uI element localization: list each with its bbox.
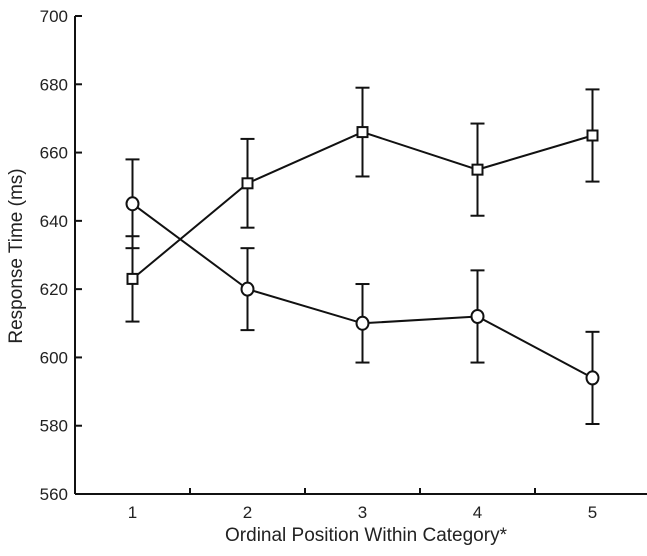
y-tick-label: 580 (40, 417, 68, 436)
y-tick-label: 600 (40, 348, 68, 367)
y-tick-label: 640 (40, 212, 68, 231)
x-tick-label: 5 (588, 503, 597, 522)
circle-marker (470, 308, 485, 324)
circle-marker (585, 370, 600, 386)
y-tick-label: 700 (40, 7, 68, 26)
square-marker (471, 163, 484, 176)
y-axis: 560 580 600 620 640 660 680 700 (40, 7, 82, 504)
y-axis-title: Response Time (ms) (6, 168, 27, 343)
circle-marker (355, 315, 370, 331)
x-tick-label: 1 (128, 503, 137, 522)
circle-marker (125, 196, 140, 212)
series-circle (125, 158, 600, 426)
square-marker (586, 129, 599, 142)
series-layer (125, 86, 600, 426)
y-tick-label: 680 (40, 75, 68, 94)
circle-marker (240, 281, 255, 297)
square-marker (126, 272, 139, 285)
x-tick-label: 2 (243, 503, 252, 522)
series-square (125, 86, 600, 323)
square-marker (241, 177, 254, 190)
x-tick-label: 4 (473, 503, 482, 522)
x-axis-title: Ordinal Position Within Category* (225, 525, 508, 546)
square-marker (356, 126, 369, 139)
x-tick-label: 3 (358, 503, 367, 522)
y-tick-label: 660 (40, 144, 68, 163)
y-tick-label: 620 (40, 280, 68, 299)
y-tick-label: 560 (40, 485, 68, 504)
x-axis: 1 2 3 4 5 (75, 488, 647, 522)
